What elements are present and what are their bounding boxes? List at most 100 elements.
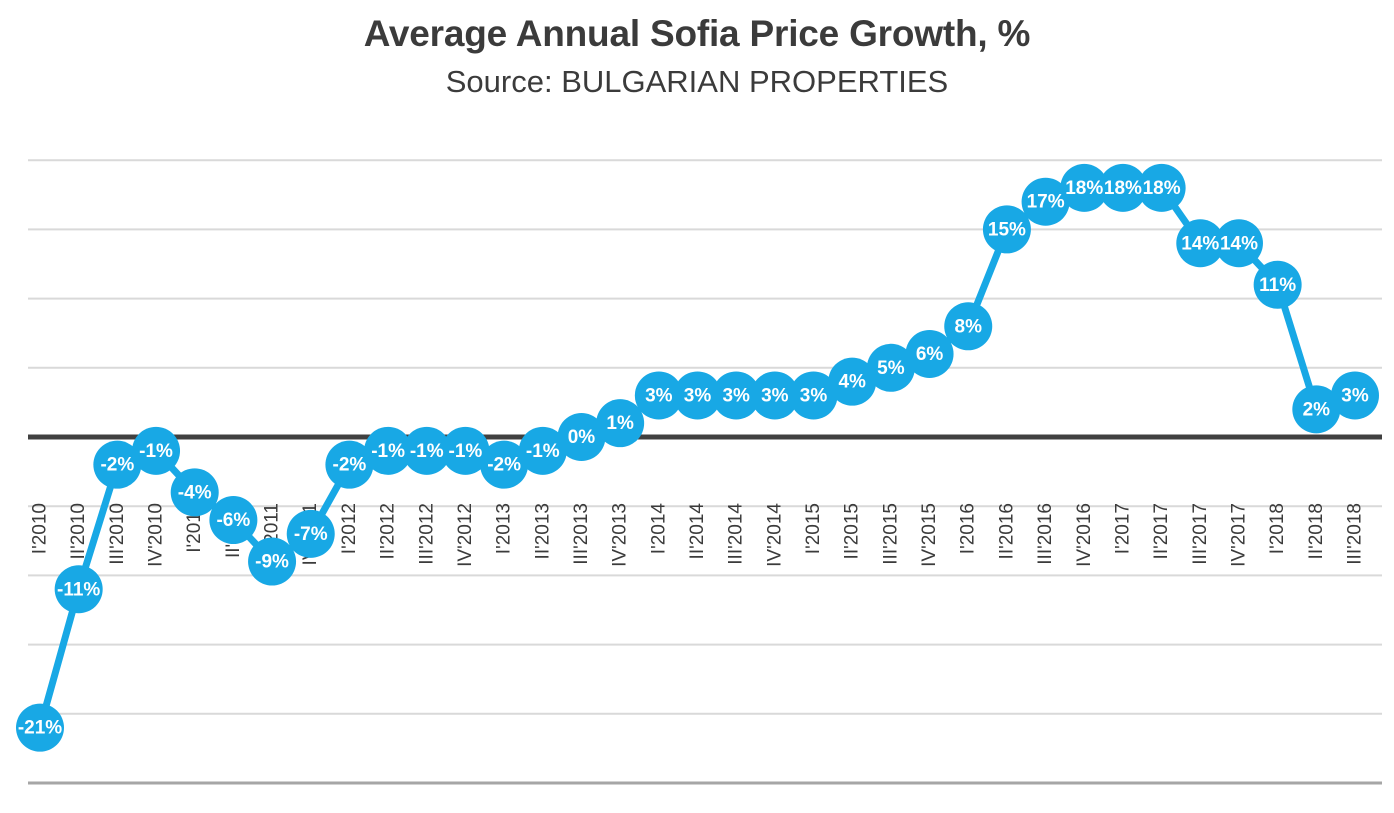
x-tick-label: IV'2012 bbox=[455, 503, 476, 567]
data-point-label: 17% bbox=[1027, 192, 1065, 213]
x-tick-label: IV'2015 bbox=[919, 503, 940, 567]
data-point-label: 1% bbox=[606, 413, 634, 434]
data-point-marker bbox=[789, 371, 838, 420]
x-tick-label: III'2013 bbox=[571, 503, 592, 565]
data-point-label: 5% bbox=[877, 358, 905, 379]
x-tick-label: I'2013 bbox=[494, 503, 515, 554]
data-point-marker bbox=[480, 440, 529, 489]
x-tick-label: III'2015 bbox=[880, 503, 901, 565]
data-point-marker bbox=[1292, 385, 1341, 434]
data-point-markers bbox=[16, 163, 1379, 752]
data-point-marker bbox=[16, 703, 64, 752]
data-point-marker bbox=[673, 371, 722, 420]
x-tick-label: II'2010 bbox=[68, 503, 89, 559]
x-tick-label: II'2018 bbox=[1306, 503, 1327, 559]
x-tick-label: IV'2017 bbox=[1228, 503, 1249, 567]
x-tick-label: I'2015 bbox=[803, 503, 824, 554]
data-point-marker bbox=[364, 426, 413, 475]
data-point-marker bbox=[209, 496, 258, 545]
data-point-label: -1% bbox=[371, 441, 405, 462]
x-tick-label: I'2017 bbox=[1112, 503, 1133, 554]
data-point-label: 3% bbox=[722, 385, 750, 406]
data-point-marker bbox=[1098, 163, 1147, 212]
data-point-marker bbox=[944, 302, 993, 351]
x-tick-label: I'2016 bbox=[958, 503, 979, 554]
data-point-label: -9% bbox=[255, 552, 289, 573]
data-point-label: 14% bbox=[1220, 233, 1258, 254]
data-point-label: 2% bbox=[1303, 399, 1331, 420]
data-point-label: 8% bbox=[955, 316, 983, 337]
data-point-label: -2% bbox=[487, 455, 521, 476]
data-point-marker bbox=[596, 399, 645, 448]
data-point-label: -6% bbox=[216, 510, 250, 531]
data-point-marker bbox=[1021, 177, 1070, 226]
data-point-marker bbox=[286, 509, 335, 558]
data-point-label: -7% bbox=[294, 524, 328, 545]
data-point-label: 11% bbox=[1259, 275, 1296, 296]
x-tick-label: III'2014 bbox=[726, 503, 747, 565]
data-point-label: -1% bbox=[410, 441, 444, 462]
data-point-label: 4% bbox=[838, 372, 866, 393]
data-point-marker bbox=[54, 565, 103, 614]
data-point-marker bbox=[248, 537, 297, 586]
data-point-label: -21% bbox=[18, 718, 62, 739]
x-tick-label: III'2017 bbox=[1190, 503, 1211, 565]
x-tick-label: II'2013 bbox=[532, 503, 553, 559]
data-point-label: -1% bbox=[526, 441, 560, 462]
data-point-marker bbox=[402, 426, 451, 475]
data-point-label: -11% bbox=[57, 579, 100, 600]
x-tick-label: IV'2016 bbox=[1074, 503, 1095, 567]
series-line bbox=[36, 184, 1359, 732]
x-tick-label: III'2012 bbox=[416, 503, 437, 565]
data-point-label: 3% bbox=[800, 385, 828, 406]
data-point-label: 3% bbox=[645, 385, 673, 406]
data-point-marker bbox=[132, 426, 181, 475]
data-point-marker bbox=[1253, 260, 1302, 309]
data-point-marker bbox=[828, 357, 877, 406]
data-point-marker bbox=[634, 371, 683, 420]
data-point-label: 18% bbox=[1104, 178, 1142, 199]
data-point-marker bbox=[325, 440, 374, 489]
data-point-marker bbox=[905, 329, 954, 378]
data-point-marker bbox=[170, 468, 219, 517]
data-point-marker bbox=[518, 426, 567, 475]
data-point-marker bbox=[93, 440, 142, 489]
x-tick-label: IV'2013 bbox=[610, 503, 631, 567]
data-point-marker bbox=[441, 426, 490, 475]
x-tick-label: I'2010 bbox=[30, 503, 51, 554]
x-tick-label: II'2017 bbox=[1151, 503, 1172, 559]
data-point-marker bbox=[750, 371, 799, 420]
data-point-marker bbox=[1176, 219, 1225, 268]
data-point-label: 18% bbox=[1143, 178, 1181, 199]
data-point-marker bbox=[1137, 163, 1186, 212]
x-tick-label: I'2014 bbox=[648, 503, 669, 555]
data-point-label: 15% bbox=[988, 219, 1026, 240]
data-point-marker bbox=[1214, 219, 1263, 268]
data-point-label: 3% bbox=[1341, 385, 1369, 406]
x-tick-label: IV'2014 bbox=[764, 503, 785, 567]
x-tick-label: IV'2010 bbox=[146, 503, 167, 567]
x-tick-label: III'2010 bbox=[107, 503, 128, 565]
x-tick-label: I'2012 bbox=[339, 503, 360, 554]
data-point-label: -1% bbox=[139, 441, 173, 462]
data-point-marker bbox=[982, 205, 1031, 254]
data-point-marker bbox=[557, 413, 606, 461]
x-tick-label: II'2012 bbox=[378, 503, 399, 559]
data-point-label: 14% bbox=[1181, 233, 1219, 254]
data-point-marker bbox=[866, 343, 915, 392]
x-tick-label: III'2016 bbox=[1035, 503, 1056, 565]
data-point-label: -1% bbox=[449, 441, 483, 462]
x-tick-label: III'2018 bbox=[1345, 503, 1366, 565]
data-point-marker bbox=[712, 371, 761, 420]
data-point-labels: -21%-11%-2%-1%-4%-6%-9%-7%-2%-1% -1% -1%-2… bbox=[18, 178, 1369, 739]
x-tick-label: II'2015 bbox=[842, 503, 863, 559]
data-point-label: 3% bbox=[761, 385, 789, 406]
data-point-label: 18% bbox=[1065, 178, 1103, 199]
x-tick-label: II'2014 bbox=[687, 503, 708, 560]
x-tick-label: II'2016 bbox=[996, 503, 1017, 559]
data-point-label: 3% bbox=[684, 385, 712, 406]
data-point-label: 0% bbox=[568, 427, 596, 448]
data-point-label: -4% bbox=[178, 482, 212, 503]
